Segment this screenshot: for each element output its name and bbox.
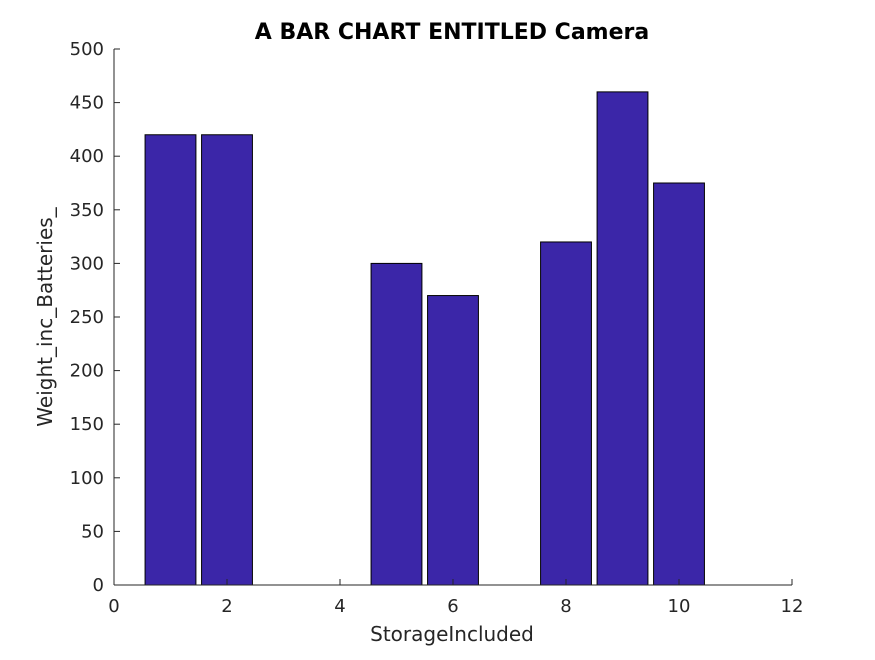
x-tick-label: 0 (108, 596, 119, 617)
y-tick-label: 200 (70, 361, 104, 382)
y-tick-label: 250 (70, 307, 104, 328)
y-tick-label: 450 (70, 93, 104, 114)
bar-x9 (596, 91, 649, 586)
y-tick-label: 150 (70, 414, 104, 435)
bar-x10 (653, 182, 705, 586)
bar-x5 (370, 262, 423, 586)
y-tick-label: 50 (81, 521, 104, 542)
x-tick-label: 12 (781, 596, 804, 617)
y-tick-label: 100 (70, 468, 104, 489)
y-tick-label: 400 (70, 146, 104, 167)
y-axis-label: Weight_inc_Batteries_ (33, 206, 57, 426)
y-tick-label: 500 (70, 39, 104, 60)
x-axis-label: StorageIncluded (370, 622, 534, 646)
bar-x2 (201, 134, 253, 586)
y-tick-label: 350 (70, 200, 104, 221)
x-tick-label: 2 (221, 596, 232, 617)
bars-layer (144, 91, 705, 586)
bar-x1 (144, 134, 197, 586)
x-tick-label: 10 (668, 596, 691, 617)
x-tick-label: 4 (334, 596, 345, 617)
chart-title: A BAR CHART ENTITLED Camera (255, 20, 649, 45)
bar-x8 (540, 241, 592, 586)
axes-layer: 0 2 4 6 8 10 12 0 50 100 150 200 250 300 350 400 450 500 (70, 39, 804, 617)
bar-x6 (427, 295, 479, 586)
x-tick-label: 6 (447, 596, 458, 617)
x-tick-label: 8 (560, 596, 571, 617)
y-tick-label: 0 (93, 575, 104, 596)
y-tick-label: 300 (70, 253, 104, 274)
